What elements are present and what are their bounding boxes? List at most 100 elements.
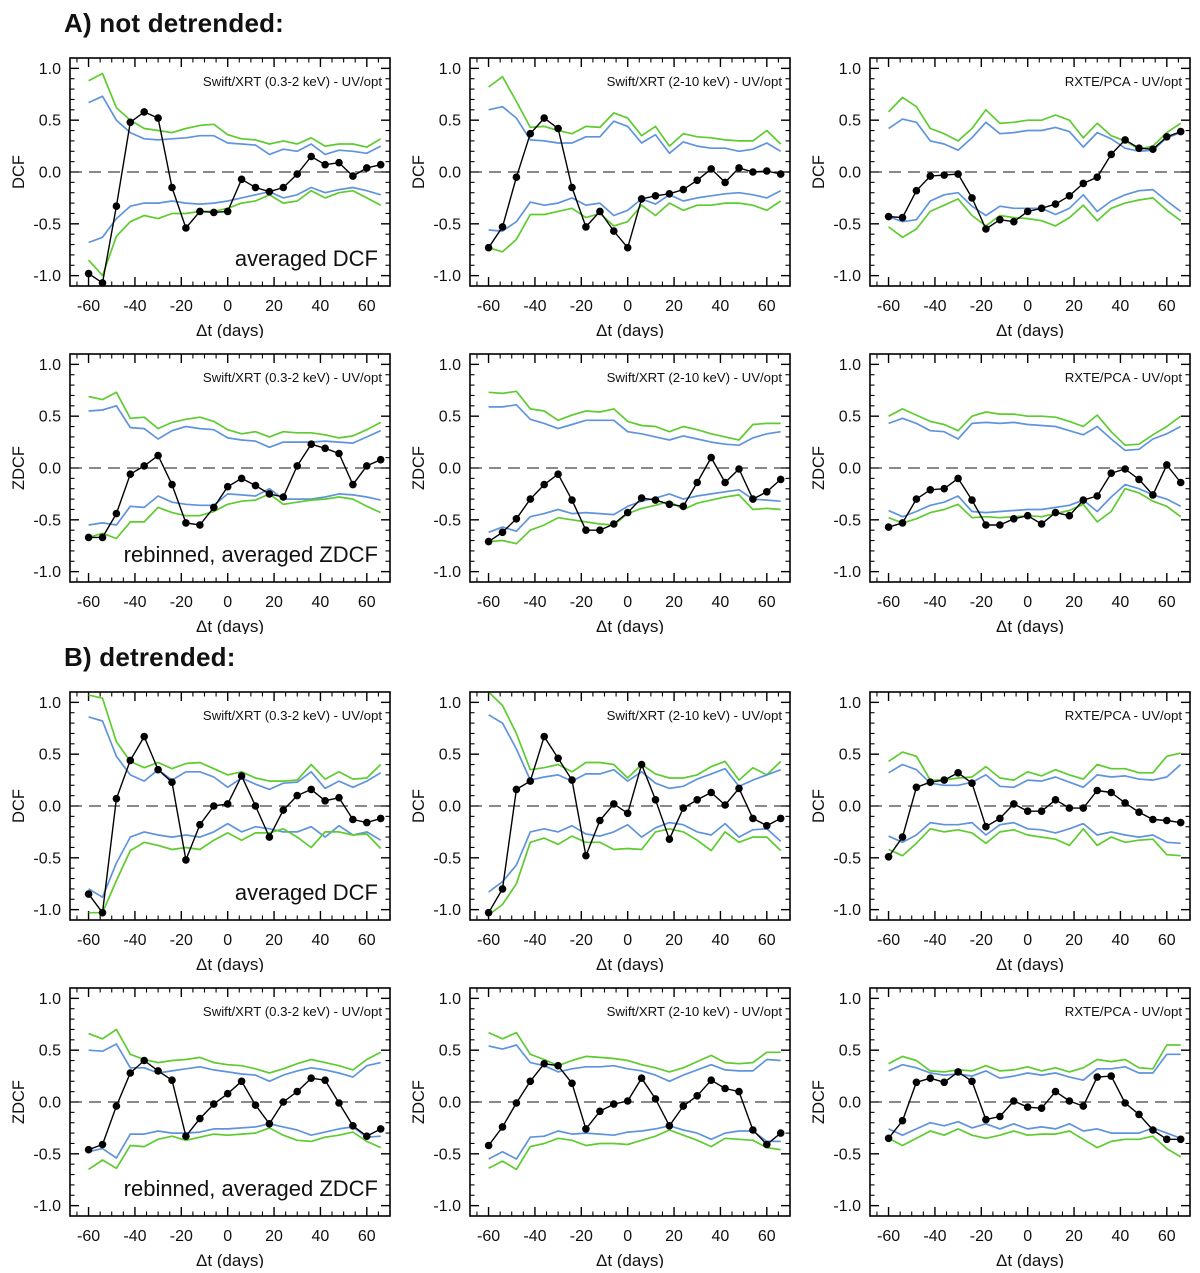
plot-frame (69, 691, 391, 921)
x-tick-label: 20 (1065, 298, 1083, 315)
y-axis-label: DCF (810, 155, 828, 189)
y-tick-label: 0.0 (39, 799, 61, 816)
data-point-marker (596, 207, 604, 216)
data-point-marker (1065, 511, 1074, 520)
data-point-marker (223, 482, 232, 491)
data-point-marker (112, 509, 121, 518)
data-point-marker (1149, 1126, 1157, 1134)
data-point-marker (898, 1116, 907, 1125)
data-point-marker (1121, 1099, 1129, 1107)
data-point-marker (940, 1078, 948, 1087)
data-point-marker (582, 1125, 590, 1133)
series-line-lower-blue (88, 186, 381, 244)
data-point-marker (251, 183, 260, 192)
data-point-marker (84, 533, 93, 542)
data-point-marker (679, 804, 688, 812)
series-line-lower-green (88, 493, 382, 540)
y-tick-label: -0.5 (33, 850, 61, 867)
series-line-upper-green (888, 751, 1181, 781)
y-tick-label: 0.0 (39, 1095, 61, 1112)
data-point-marker (1176, 818, 1185, 827)
data-point-marker (484, 1141, 493, 1150)
data-point-marker (568, 1079, 576, 1088)
data-point-marker (996, 1112, 1004, 1121)
data-point-marker (665, 1122, 674, 1130)
chart-row-a-zdcf: -60 -40 -20 0 20 40 60 1.0 0.5 0.0 -0.5 -1.0 Swift/X… (0, 338, 1200, 636)
annotation-label: rebinned, averaged ZDCF (124, 1176, 378, 1201)
data-point-marker (1149, 145, 1157, 153)
y-tick-label: 0.5 (839, 113, 861, 130)
data-point-marker (1037, 204, 1046, 213)
data-point-marker (182, 224, 190, 232)
chart-svg-a-dcf-xrt-soft: -60 -40 -20 0 20 40 60 1.0 0.5 0.0 -0.5 -1.0 Swift/X… (10, 57, 391, 340)
series-line-upper-blue (488, 714, 781, 790)
data-point-marker (540, 732, 548, 741)
data-point-marker (321, 160, 329, 169)
data-point-marker (1163, 816, 1171, 825)
x-tick-label: 20 (665, 1228, 683, 1245)
data-point-marker (707, 788, 715, 797)
data-point-marker (237, 772, 246, 780)
x-tick-label: -60 (477, 1228, 500, 1245)
data-point-marker (223, 800, 232, 808)
data-point-marker (335, 449, 343, 458)
x-axis-label: Δt (days) (996, 955, 1064, 972)
data-point-marker (1149, 491, 1157, 499)
data-point-marker (512, 173, 521, 181)
data-point-marker (707, 453, 715, 462)
x-tick-label: -40 (123, 1228, 146, 1245)
x-axis-label: Δt (days) (996, 1251, 1064, 1268)
data-point-marker (693, 478, 701, 487)
x-tick-label: 20 (265, 298, 283, 315)
panel-a-dcf-rxte: -60 -40 -20 0 20 40 60 1.0 0.5 0.0 -0.5 -1.0 RXTE/PC… (800, 42, 1200, 340)
data-point-marker (168, 480, 176, 489)
data-point-marker (182, 1132, 190, 1140)
data-point-marker (140, 462, 148, 470)
x-tick-label: 0 (1023, 298, 1032, 315)
series-line-lower-green (88, 1127, 382, 1171)
x-tick-label: 0 (1023, 594, 1032, 611)
series-line-upper-blue (888, 118, 1181, 153)
data-point-marker (154, 114, 162, 122)
y-tick-label: 1.0 (839, 61, 861, 78)
data-point-marker (954, 1068, 962, 1076)
data-point-marker (210, 802, 218, 810)
data-point-marker (540, 480, 548, 489)
data-point-marker (210, 503, 218, 512)
data-point-marker (968, 496, 976, 504)
data-point-marker (1107, 150, 1115, 159)
y-tick-label: -0.5 (433, 1146, 461, 1163)
x-tick-label: 60 (1158, 1228, 1176, 1245)
data-point-marker (363, 1132, 371, 1140)
series-line-upper-blue (488, 1044, 781, 1083)
data-point-marker (112, 202, 121, 210)
data-point-marker (321, 1076, 329, 1084)
x-tick-label: 20 (1065, 1228, 1083, 1245)
series-line-correlation (888, 1071, 1181, 1141)
chart-svg-a-dcf-xrt-hard: -60 -40 -20 0 20 40 60 1.0 0.5 0.0 -0.5 -1.0 Swift/X… (410, 57, 791, 340)
data-point-marker (126, 756, 135, 765)
data-point-marker (140, 732, 148, 741)
data-point-marker (982, 1115, 990, 1124)
x-tick-label: -60 (877, 594, 900, 611)
series-line-lower-blue (488, 821, 782, 893)
annotation-label: rebinned, averaged ZDCF (124, 542, 378, 567)
x-tick-label: 40 (712, 594, 730, 611)
data-point-marker (884, 1134, 893, 1143)
y-tick-label: 1.0 (839, 695, 861, 712)
y-tick-label: 1.0 (439, 991, 461, 1008)
plot-frame (869, 987, 1191, 1217)
data-point-marker (512, 515, 521, 523)
data-point-marker (679, 185, 688, 194)
x-tick-label: 0 (623, 594, 632, 611)
series-line-upper-green (888, 408, 1182, 447)
data-point-marker (196, 820, 204, 829)
y-tick-label: 0.0 (439, 461, 461, 478)
series-line-correlation (488, 1062, 782, 1146)
x-tick-label: 60 (758, 1228, 776, 1245)
x-tick-label: 60 (358, 594, 376, 611)
data-point-marker (168, 183, 176, 192)
data-point-marker (884, 853, 893, 861)
series-line-correlation (488, 117, 781, 249)
chart-svg-b-dcf-rxte: -60 -40 -20 0 20 40 60 1.0 0.5 0.0 -0.5 -1.0 RXTE/PC… (810, 691, 1191, 974)
